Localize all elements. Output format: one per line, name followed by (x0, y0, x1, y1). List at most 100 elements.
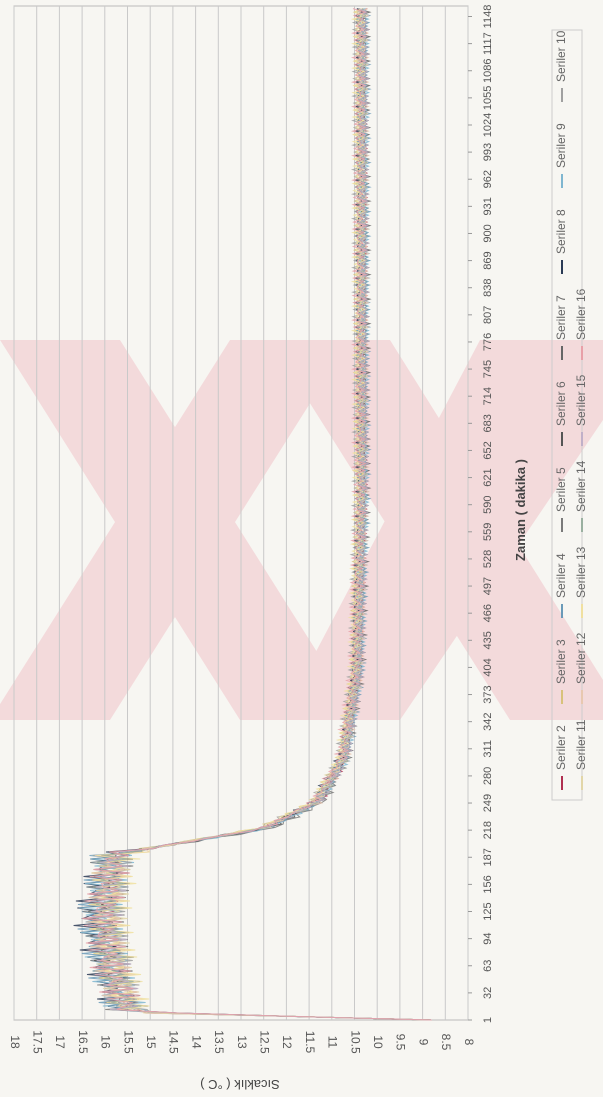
x-tick-label: 1 (482, 1017, 494, 1023)
legend: Seriler 2 Seriler 3 Seriler 4 Seriler 5 Seri… (551, 29, 588, 801)
y-tick-label: 16 (99, 1035, 113, 1049)
legend-label: Seriler 11 (574, 719, 588, 770)
legend-item: Seriler 10 (554, 30, 568, 102)
x-tick-label: 94 (482, 933, 494, 945)
x-tick-label: 1086 (482, 58, 494, 82)
x-tick-label: 1117 (482, 32, 494, 55)
y-tick-label: 16.5 (76, 1030, 90, 1054)
y-tick-label: 10.5 (348, 1030, 362, 1054)
legend-item: Seriler 7 (554, 295, 568, 360)
y-tick-label: 18 (8, 1035, 22, 1049)
x-tick-label: 373 (482, 685, 494, 703)
y-tick-label: 15.5 (121, 1030, 135, 1054)
legend-item: Seriler 2 (554, 725, 568, 790)
y-tick-label: 10 (371, 1035, 385, 1049)
series-line (82, 8, 432, 1021)
x-tick-label: 1148 (482, 5, 494, 29)
y-tick-label: 8.5 (439, 1034, 453, 1051)
legend-item: Seriler 5 (554, 467, 568, 532)
x-tick-label: 249 (482, 794, 494, 812)
x-tick-label: 869 (482, 251, 494, 269)
legend-item: Seriler 13 (574, 546, 588, 618)
y-tick-label: 13 (235, 1035, 249, 1049)
x-tick-label: 807 (482, 306, 494, 324)
x-tick-label: 187 (482, 848, 494, 866)
x-tick-label: 125 (482, 902, 494, 920)
legend-label: Seriler 4 (554, 553, 568, 598)
x-tick-label: 652 (482, 441, 494, 459)
y-tick-label: 13.5 (212, 1030, 226, 1054)
legend-label: Seriler 8 (554, 209, 568, 254)
legend-label: Seriler 7 (554, 295, 568, 340)
y-tick-label: 11.5 (303, 1031, 317, 1054)
series-layer (73, 8, 432, 1021)
legend-item: Seriler 15 (574, 374, 588, 446)
x-tick-label: 435 (482, 631, 494, 649)
legend-label: Seriler 5 (554, 467, 568, 512)
x-tick-label: 342 (482, 712, 494, 730)
legend-label: Seriler 9 (554, 123, 568, 168)
legend-label: Seriler 10 (554, 30, 568, 82)
x-tick-label: 776 (482, 333, 494, 351)
x-tick-label: 962 (482, 170, 494, 188)
x-tick-label: 683 (482, 414, 494, 432)
y-tick-label: 12 (280, 1035, 294, 1049)
x-tick-label: 63 (482, 960, 494, 972)
y-tick-label: 14.5 (167, 1030, 181, 1054)
legend-item: Seriler 3 (554, 639, 568, 704)
y-tick-label: 14 (189, 1035, 203, 1049)
legend-item: Seriler 9 (554, 123, 568, 188)
y-tick-label: 17 (53, 1035, 67, 1049)
x-tick-label: 714 (482, 387, 494, 405)
x-tick-label: 156 (482, 875, 494, 893)
x-tick-label: 218 (482, 821, 494, 839)
legend-item: Seriler 11 (574, 719, 588, 790)
x-tick-label: 745 (482, 360, 494, 378)
legend-item: Seriler 12 (574, 632, 588, 704)
watermark (0, 340, 603, 720)
x-tick-label: 590 (482, 496, 494, 514)
x-axis-label: Zaman ( dakika ) (513, 459, 528, 561)
y-tick-labels: 8 8.5 9 9.5 10 10.5 11 11.5 12 12.5 13 13.5 14 14.5 15… (8, 1030, 476, 1054)
x-tick-label: 993 (482, 143, 494, 161)
y-tick-label: 15 (144, 1035, 158, 1049)
x-tick-label: 621 (482, 468, 494, 486)
legend-label: Seriler 2 (554, 725, 568, 770)
legend-item: Seriler 4 (554, 553, 568, 618)
y-tick-label: 8 (462, 1039, 476, 1046)
y-tick-label: 9 (416, 1039, 430, 1046)
legend-item: Seriler 14 (574, 460, 588, 532)
legend-label: Seriler 13 (574, 546, 588, 598)
y-tick-label: 12.5 (258, 1030, 272, 1054)
x-tick-labels: 1 32 63 94 125 156 187 218 249 280 311 342 373 404 435… (482, 5, 494, 1023)
x-tick-label: 900 (482, 224, 494, 242)
x-tick-label: 311 (482, 740, 494, 758)
x-tick-label: 497 (482, 577, 494, 595)
legend-item: Seriler 6 (554, 381, 568, 446)
legend-label: Seriler 14 (574, 460, 588, 512)
x-tick-label: 931 (482, 197, 494, 215)
x-tick-label: 466 (482, 604, 494, 622)
y-tick-label: 9.5 (394, 1034, 408, 1051)
y-axis-label: Sıcaklık ( °C ) (200, 1077, 280, 1092)
x-tick-label: 404 (482, 658, 494, 676)
x-tick-label: 280 (482, 767, 494, 785)
x-tick-label: 528 (482, 550, 494, 568)
legend-item: Seriler 16 (574, 288, 588, 360)
y-tick-label: 11 (326, 1036, 340, 1049)
x-tick-label: 1055 (482, 86, 494, 110)
legend-label: Seriler 15 (574, 374, 588, 426)
legend-label: Seriler 16 (574, 288, 588, 340)
legend-label: Seriler 3 (554, 639, 568, 684)
legend-box (551, 29, 583, 801)
legend-label: Seriler 6 (554, 381, 568, 426)
x-tick-label: 559 (482, 523, 494, 541)
legend-label: Seriler 12 (574, 632, 588, 684)
x-tick-label: 838 (482, 279, 494, 297)
x-tick-label: 1024 (482, 113, 494, 137)
series-line (87, 8, 432, 1021)
x-tick-label: 32 (482, 987, 494, 999)
y-tick-label: 17.5 (31, 1030, 45, 1054)
legend-item: Seriler 8 (554, 209, 568, 274)
